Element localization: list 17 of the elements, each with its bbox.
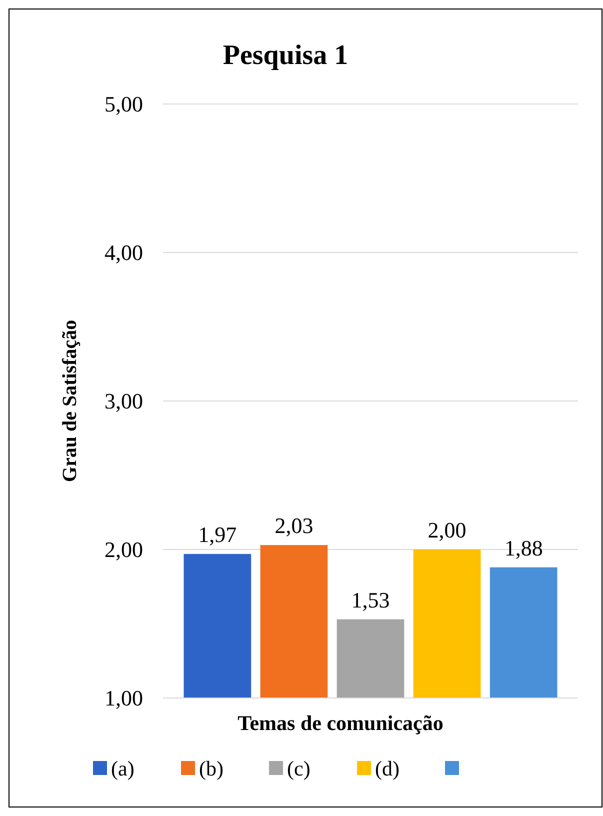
y-tick-label: 5,00 [104, 92, 143, 117]
data-label: 1,97 [198, 522, 237, 547]
data-label: 1,53 [351, 587, 390, 612]
data-label: 2,03 [274, 513, 314, 538]
chart-title: Pesquisa 1 [222, 40, 348, 71]
y-tick-label: 4,00 [104, 240, 143, 266]
y-tick-label: 1,00 [104, 686, 143, 711]
y-axis-title: Grau de Satisfação [59, 320, 81, 482]
legend-label: (d) [375, 756, 400, 780]
y-tick-label: 3,00 [104, 388, 143, 414]
y-tick-label: 2,00 [104, 537, 143, 562]
x-axis-title: Temas de comunicação [238, 711, 444, 735]
data-label: 1,88 [504, 535, 543, 560]
data-label: 2,00 [428, 518, 466, 542]
legend-label: (c) [287, 756, 310, 780]
legend-label: (b) [199, 756, 224, 780]
legend-label: (a) [111, 756, 134, 780]
